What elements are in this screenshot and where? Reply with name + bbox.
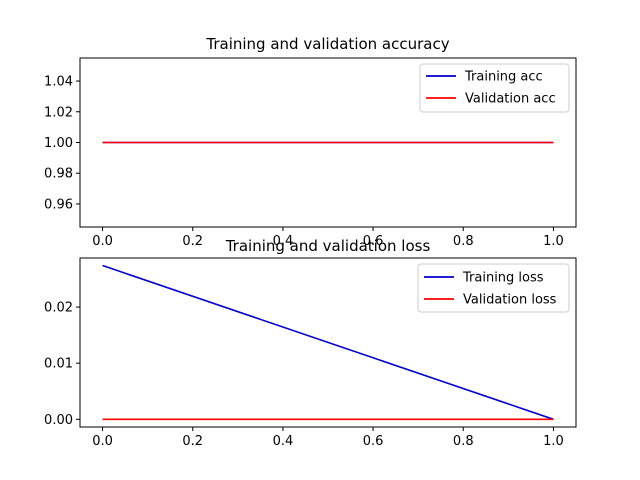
accuracy-legend-label-validation: Validation acc xyxy=(465,92,556,107)
loss-x-tick-label: 0.6 xyxy=(363,434,384,449)
accuracy-x-tick-label: 1.0 xyxy=(543,234,564,249)
loss-series-lines xyxy=(102,264,554,421)
accuracy-legend-box xyxy=(419,63,570,113)
loss-legend: Training loss Validation loss xyxy=(417,263,570,313)
accuracy-y-tick-label: 1.00 xyxy=(44,136,73,151)
loss-legend-label-training: Training loss xyxy=(462,271,544,286)
accuracy-legend: Training acc Validation acc xyxy=(419,63,570,113)
loss-x-tick-label: 0.2 xyxy=(182,434,203,449)
loss-title: Training and validation loss xyxy=(225,237,431,255)
loss-x-tick-label: 0.8 xyxy=(453,434,474,449)
accuracy-x-axis: 0.0 0.2 0.4 0.6 0.8 1.0 xyxy=(92,227,564,249)
loss-y-tick-label: 0.01 xyxy=(44,357,73,372)
loss-y-tick-label: 0.02 xyxy=(44,301,73,316)
accuracy-x-tick-label: 0.6 xyxy=(363,234,384,249)
accuracy-x-tick-label: 0.0 xyxy=(92,234,113,249)
accuracy-title: Training and validation accuracy xyxy=(205,35,449,53)
accuracy-y-axis: 0.96 0.98 1.00 1.02 1.04 xyxy=(44,75,80,212)
loss-series-training-line xyxy=(102,264,554,421)
loss-plot: Training and validation loss 0.000.010.0… xyxy=(44,237,577,449)
accuracy-axes-frame xyxy=(79,57,577,228)
accuracy-y-tick-label: 1.02 xyxy=(44,105,73,120)
accuracy-y-tick-label: 0.98 xyxy=(44,167,73,182)
loss-axes-frame xyxy=(79,257,577,428)
accuracy-y-tick-label: 1.04 xyxy=(44,75,73,90)
accuracy-legend-label-training: Training acc xyxy=(464,70,543,85)
accuracy-x-tick-label: 0.2 xyxy=(182,234,203,249)
loss-x-tick-label: 0.4 xyxy=(273,434,294,449)
loss-x-tick-label: 0.0 xyxy=(92,434,113,449)
accuracy-y-tick-label: 0.96 xyxy=(44,197,73,212)
loss-y-axis: 0.00 0.01 0.02 xyxy=(44,301,80,428)
accuracy-x-tick-label: 0.8 xyxy=(453,234,474,249)
loss-legend-box xyxy=(417,263,570,313)
accuracy-x-tick-label: 0.4 xyxy=(273,234,294,249)
loss-x-tick-label: 1.0 xyxy=(543,434,564,449)
loss-legend-label-validation: Validation loss xyxy=(463,293,557,308)
loss-x-axis: 0.0 0.2 0.4 0.6 0.8 1.0 xyxy=(92,427,564,449)
loss-y-tick-label: 0.00 xyxy=(44,413,73,428)
accuracy-plot: Training and validation accuracy 0.960.9… xyxy=(44,35,577,249)
